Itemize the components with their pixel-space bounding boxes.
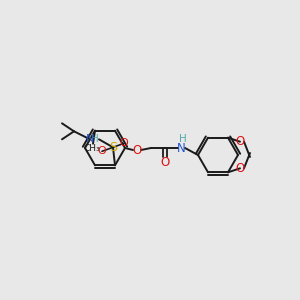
Text: S: S <box>109 141 117 154</box>
Text: O: O <box>120 138 128 148</box>
Text: O: O <box>132 143 142 157</box>
Text: H: H <box>91 134 99 144</box>
Text: N: N <box>86 134 94 144</box>
Text: O: O <box>236 135 244 148</box>
Text: O: O <box>160 155 169 169</box>
Text: N: N <box>177 142 185 154</box>
Text: H: H <box>179 134 187 144</box>
Text: CH₃: CH₃ <box>84 144 100 153</box>
Text: O: O <box>236 162 244 175</box>
Text: O: O <box>98 146 106 156</box>
